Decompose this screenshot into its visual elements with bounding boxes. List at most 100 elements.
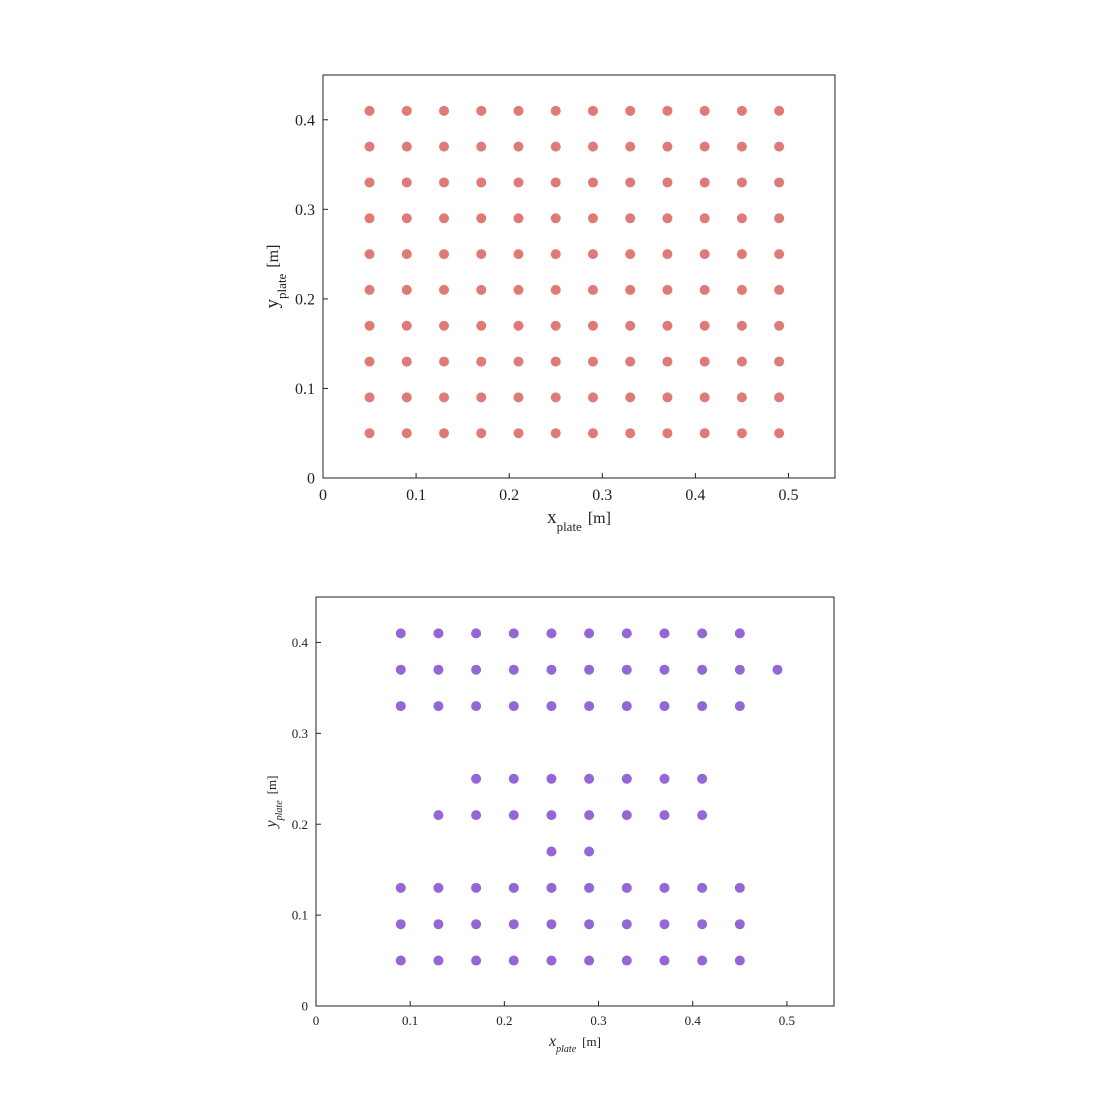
point — [774, 105, 785, 116]
point — [662, 177, 673, 188]
point — [364, 213, 375, 224]
point — [508, 664, 519, 675]
point — [401, 213, 412, 224]
y-tick-label: 0.3 — [295, 202, 315, 219]
axis-label: yplate [m] — [263, 776, 285, 830]
y-tick-label: 0.2 — [292, 817, 308, 832]
point — [401, 356, 412, 367]
point — [699, 392, 710, 403]
point — [401, 141, 412, 152]
point — [546, 628, 557, 639]
point — [584, 628, 595, 639]
point — [736, 105, 747, 116]
y-tick-label: 0.1 — [295, 381, 315, 398]
point — [659, 882, 670, 893]
point — [508, 882, 519, 893]
point — [587, 141, 598, 152]
point — [699, 428, 710, 439]
point — [662, 428, 673, 439]
x-tick-label: 0.5 — [779, 1013, 795, 1028]
point — [621, 664, 632, 675]
point — [513, 105, 524, 116]
point — [625, 141, 636, 152]
point — [364, 392, 375, 403]
point — [471, 955, 482, 966]
x-tick-label: 0.4 — [685, 1013, 702, 1028]
point — [587, 356, 598, 367]
x-tick-label: 0.1 — [406, 487, 426, 504]
point — [736, 356, 747, 367]
axis-unit: [m] — [588, 510, 611, 527]
point — [736, 392, 747, 403]
point — [476, 356, 487, 367]
point — [697, 919, 708, 930]
point — [662, 284, 673, 295]
point — [546, 773, 557, 784]
point — [699, 284, 710, 295]
point — [471, 701, 482, 712]
point — [774, 141, 785, 152]
point — [772, 664, 783, 675]
point — [433, 955, 444, 966]
y-tick-label: 0 — [307, 471, 315, 488]
x-tick-label: 0.5 — [778, 487, 798, 504]
y-tick-label: 0.4 — [292, 635, 309, 650]
point — [697, 955, 708, 966]
point — [433, 664, 444, 675]
x-tick-label: 0 — [319, 487, 327, 504]
point — [584, 810, 595, 821]
y-tick-label: 0.1 — [292, 908, 308, 923]
point — [364, 177, 375, 188]
point — [476, 141, 487, 152]
axis-symbol: y — [262, 298, 283, 308]
point — [587, 213, 598, 224]
point — [736, 320, 747, 331]
point — [699, 177, 710, 188]
axis-label: xplate [m] — [547, 507, 611, 534]
point — [550, 105, 561, 116]
point — [734, 664, 745, 675]
point — [550, 428, 561, 439]
x-tick-label: 0.2 — [499, 487, 519, 504]
point — [476, 428, 487, 439]
point — [697, 664, 708, 675]
axis-subscript: plate — [555, 1044, 577, 1055]
point — [513, 213, 524, 224]
point — [439, 356, 450, 367]
point — [476, 392, 487, 403]
point — [662, 249, 673, 260]
point — [513, 392, 524, 403]
point — [513, 428, 524, 439]
point — [395, 955, 406, 966]
point — [621, 701, 632, 712]
axis-unit: [m] — [582, 1034, 601, 1049]
point — [513, 249, 524, 260]
y-tick-label: 0.2 — [295, 291, 315, 308]
point — [546, 846, 557, 857]
point — [550, 213, 561, 224]
point — [584, 664, 595, 675]
point — [433, 882, 444, 893]
point — [774, 428, 785, 439]
point — [364, 141, 375, 152]
point — [546, 919, 557, 930]
point — [736, 428, 747, 439]
point — [508, 773, 519, 784]
point — [476, 249, 487, 260]
point — [697, 773, 708, 784]
point — [587, 428, 598, 439]
point — [587, 105, 598, 116]
point — [508, 810, 519, 821]
point — [476, 320, 487, 331]
point — [550, 320, 561, 331]
point — [774, 356, 785, 367]
point — [697, 628, 708, 639]
point — [584, 773, 595, 784]
point — [734, 919, 745, 930]
point — [736, 284, 747, 295]
point — [439, 141, 450, 152]
point — [662, 320, 673, 331]
point — [550, 141, 561, 152]
